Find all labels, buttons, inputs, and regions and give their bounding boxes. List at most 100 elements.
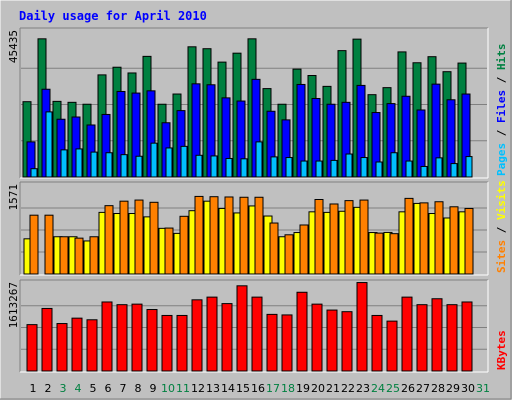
bar-sites-day-4 bbox=[74, 237, 84, 275]
day-label-14: 14 bbox=[221, 382, 235, 395]
bar-kbytes-day-12 bbox=[191, 299, 203, 372]
panel-kbytes: 1613267 KBytes bbox=[7, 279, 508, 373]
bar-kbytes-day-28 bbox=[431, 298, 443, 372]
bar-sites-day-21 bbox=[329, 203, 339, 275]
bar-kbytes-day-7 bbox=[116, 304, 128, 372]
bar-pages-day-26 bbox=[405, 160, 413, 178]
bar-pages-day-30 bbox=[465, 156, 473, 178]
day-label-12: 12 bbox=[191, 382, 205, 395]
bar-kbytes-day-2 bbox=[41, 307, 53, 372]
day-label-7: 7 bbox=[120, 382, 127, 395]
day-label-30: 30 bbox=[461, 382, 475, 395]
bar-pages-day-9 bbox=[150, 142, 158, 178]
bar-sites-day-20 bbox=[314, 198, 324, 275]
x-axis-day-labels: 1 2 3 4 5 6 7 8 9 10 11 12 13 14 15 16 17 18 19 20 21 22 23 24 2… bbox=[30, 382, 491, 395]
day-label-25: 25 bbox=[386, 382, 400, 395]
bar-sites-day-15 bbox=[239, 196, 249, 275]
day-label-1: 1 bbox=[30, 382, 37, 395]
bar-pages-day-7 bbox=[120, 154, 128, 178]
series-label-pages: Pages bbox=[495, 143, 508, 176]
bar-sites-day-25 bbox=[389, 233, 399, 275]
day-label-26: 26 bbox=[401, 382, 415, 395]
bar-kbytes-day-19 bbox=[296, 291, 308, 372]
panel-series-label: KBytes bbox=[495, 330, 508, 370]
bar-pages-day-14 bbox=[225, 157, 233, 178]
bar-sites-day-30 bbox=[464, 207, 474, 275]
day-label-5: 5 bbox=[90, 382, 97, 395]
bar-sites-day-7 bbox=[119, 200, 129, 275]
bar-sites-day-19 bbox=[299, 224, 309, 275]
bar-pages-day-13 bbox=[210, 155, 218, 178]
series-label-separator: / bbox=[495, 70, 508, 90]
series-label-separator: / bbox=[495, 123, 508, 143]
bar-kbytes-day-29 bbox=[446, 304, 458, 372]
bar-sites-day-17 bbox=[269, 222, 279, 275]
day-label-28: 28 bbox=[431, 382, 445, 395]
bar-pages-day-23 bbox=[360, 157, 368, 178]
day-label-27: 27 bbox=[416, 382, 430, 395]
bar-sites-day-13 bbox=[209, 196, 219, 275]
day-label-20: 20 bbox=[311, 382, 325, 395]
bar-sites-day-2 bbox=[44, 214, 54, 275]
bar-pages-day-4 bbox=[75, 148, 83, 178]
series-label-hits: Hits bbox=[495, 44, 508, 71]
bar-kbytes-day-30 bbox=[461, 301, 473, 372]
bar-kbytes-day-21 bbox=[326, 309, 338, 372]
day-label-24: 24 bbox=[371, 382, 385, 395]
bar-pages-day-20 bbox=[315, 160, 323, 178]
day-label-29: 29 bbox=[446, 382, 460, 395]
day-label-23: 23 bbox=[356, 382, 370, 395]
bar-pages-day-5 bbox=[90, 151, 98, 178]
bar-pages-day-29 bbox=[450, 163, 458, 178]
bar-pages-day-19 bbox=[300, 160, 308, 178]
bar-kbytes-day-20 bbox=[311, 303, 323, 372]
day-label-3: 3 bbox=[60, 382, 67, 395]
panel-visits-sites: 1571 Sites / Visits bbox=[7, 180, 508, 276]
chart-title: Daily usage for April 2010 bbox=[19, 9, 207, 23]
bar-pages-day-24 bbox=[375, 161, 383, 178]
panel-series-label: Pages / Files / Hits bbox=[495, 44, 508, 177]
day-label-21: 21 bbox=[326, 382, 340, 395]
bar-sites-day-8 bbox=[134, 199, 144, 275]
bar-sites-day-23 bbox=[359, 199, 369, 275]
bar-kbytes-day-25 bbox=[386, 320, 398, 372]
panel-hits-files-pages: 45435 Pages / Files / Hits bbox=[7, 27, 508, 179]
bar-sites-day-1 bbox=[29, 214, 39, 275]
bar-sites-day-29 bbox=[449, 206, 459, 275]
bar-sites-day-26 bbox=[404, 197, 414, 275]
series-label-kbytes: KBytes bbox=[495, 330, 508, 370]
bar-sites-day-10 bbox=[164, 227, 174, 275]
day-label-4: 4 bbox=[75, 382, 82, 395]
bar-sites-day-5 bbox=[89, 236, 99, 275]
bar-sites-day-14 bbox=[224, 196, 234, 275]
bar-kbytes-day-13 bbox=[206, 296, 218, 372]
day-label-22: 22 bbox=[341, 382, 355, 395]
bar-kbytes-day-23 bbox=[356, 282, 368, 372]
panel-max-value: 1571 bbox=[7, 184, 20, 211]
bar-kbytes-day-17 bbox=[266, 313, 278, 372]
day-label-10: 10 bbox=[161, 382, 175, 395]
day-label-9: 9 bbox=[150, 382, 157, 395]
bar-pages-day-2 bbox=[45, 111, 53, 178]
bar-sites-day-22 bbox=[344, 200, 354, 275]
bar-pages-day-22 bbox=[345, 153, 353, 178]
bar-pages-day-10 bbox=[165, 147, 173, 178]
bar-pages-day-21 bbox=[330, 159, 338, 178]
day-label-17: 17 bbox=[266, 382, 280, 395]
bar-kbytes-day-16 bbox=[251, 296, 263, 372]
bar-kbytes-day-27 bbox=[416, 304, 428, 372]
series-label-sites: Sites bbox=[495, 240, 508, 273]
bar-kbytes-day-8 bbox=[131, 303, 143, 372]
bar-sites-day-16 bbox=[254, 196, 264, 275]
bar-kbytes-day-15 bbox=[236, 285, 248, 372]
chart-panels: 45435 Pages / Files / Hits 1571 Sites / Vis… bbox=[7, 27, 508, 373]
day-label-2: 2 bbox=[45, 382, 52, 395]
bar-kbytes-day-6 bbox=[101, 301, 113, 372]
day-label-8: 8 bbox=[135, 382, 142, 395]
day-label-16: 16 bbox=[251, 382, 265, 395]
bar-sites-day-3 bbox=[59, 236, 69, 275]
bar-sites-day-9 bbox=[149, 201, 159, 275]
bar-kbytes-day-24 bbox=[371, 314, 383, 372]
bar-kbytes-day-10 bbox=[161, 314, 173, 372]
